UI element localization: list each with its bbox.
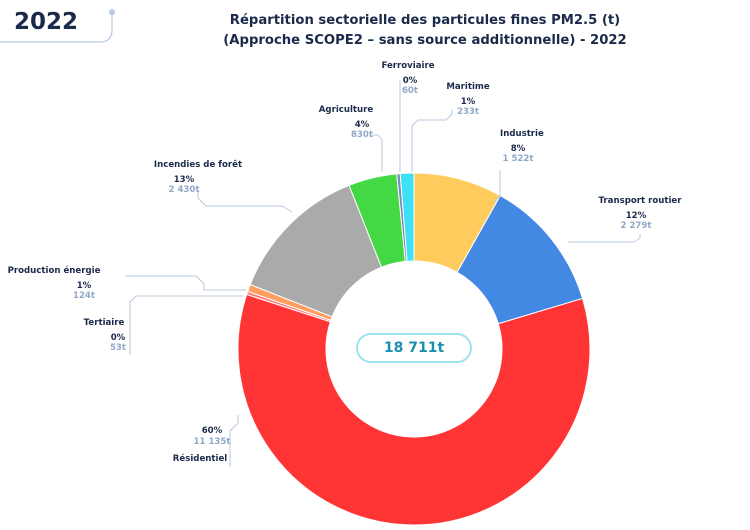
leader-line-production-energie [125,275,246,291]
label-industrie: Industrie 8%1 522t [493,129,544,203]
slice-maritime [399,172,415,262]
label-name-agriculture: Agriculture [319,105,374,115]
leader-line-industrie [493,170,501,203]
label-pct-label-residentiel: 60% [202,426,223,436]
label-tertiaire: Tertiaire 0%53t [84,295,243,355]
year-badge-frame [0,9,115,43]
donut-slices [237,172,591,526]
label-agriculture: Agriculture 4%830t [319,105,383,172]
chart-title-line-2: (Approche SCOPE2 – sans source additionn… [223,33,627,48]
slice-residentiel [237,293,591,526]
label-incendies-de-foret: Incendies de forêt 13%2 430t [154,159,293,213]
leader-line-residentiel [229,415,239,467]
year-badge: 2022 [0,0,115,44]
label-value-label-ferroviaire: 60t [402,86,418,96]
label-pct-label-industrie: 8% [511,144,526,154]
slice-labels: Industrie 8%1 522t Transport routier 12%2 2… [8,61,683,467]
label-pct-label-production-energie: 1% [77,281,92,291]
label-pct-label-tertiaire: 0% [111,333,126,343]
label-pct-label-maritime: 1% [461,97,476,107]
label-name-industrie: Industrie [500,129,544,139]
label-production-energie: Production énergie 1%124t [8,265,246,301]
label-value-label-industrie: 1 522t [502,154,533,164]
label-name-ferroviaire: Ferroviaire [381,61,434,71]
total-badge: 18 711t [356,333,472,363]
leader-line-incendies-de-foret [197,190,293,213]
label-pct-label-incendies-de-foret: 13% [174,175,195,185]
leader-line-transport-routier [568,234,641,243]
label-value-label-production-energie: 124t [73,291,95,301]
label-ferroviaire: Ferroviaire 0%60t [381,61,435,172]
label-name-production-energie: Production énergie [8,265,101,276]
label-value-label-tertiaire: 53t [110,343,126,353]
label-pct-label-ferroviaire: 0% [403,76,418,86]
label-name-maritime: Maritime [446,82,490,92]
label-value-label-maritime: 233t [457,107,479,117]
label-value-label-incendies-de-foret: 2 430t [168,185,199,195]
year-label: 2022 [14,9,79,35]
label-name-tertiaire: Tertiaire [84,318,125,328]
label-pct-label-agriculture: 4% [355,120,370,130]
leader-line-agriculture [372,134,383,172]
label-value-label-residentiel: 11 135t [194,437,231,447]
chart-title-line-1: Répartition sectorielle des particules f… [229,13,621,28]
label-pct-label-transport-routier: 12% [626,211,647,221]
label-residentiel: 60%11 135t Résidentiel [173,415,239,467]
label-name-incendies-de-foret: Incendies de forêt [154,159,242,170]
label-value-label-transport-routier: 2 279t [620,221,651,231]
label-name-transport-routier: Transport routier [599,196,683,206]
label-value-label-agriculture: 830t [351,130,373,140]
leader-line-maritime [411,110,453,172]
label-transport-routier: Transport routier 12%2 279t [568,196,683,243]
leader-line-tertiaire [129,295,243,355]
label-maritime: Maritime 1%233t [411,82,490,172]
label-name-residentiel: Résidentiel [173,453,227,464]
